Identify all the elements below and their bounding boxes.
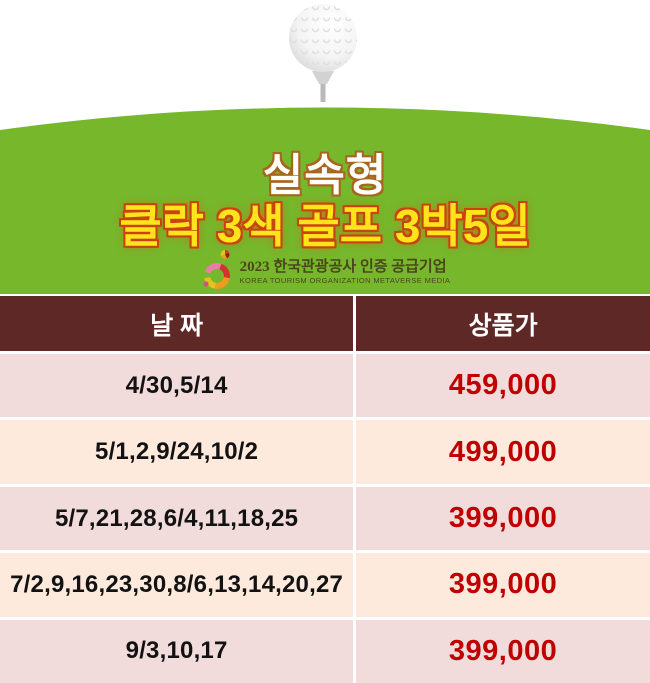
date-cell: 7/2,9,16,23,30,8/6,13,14,20,27 <box>0 553 357 617</box>
green-hill-background <box>0 107 650 294</box>
price-cell: 399,000 <box>448 634 558 667</box>
price-cell: 399,000 <box>448 502 558 535</box>
price-cell: 459,000 <box>448 369 558 402</box>
certification-line2: KOREA TOURISM ORGANIZATION METAVERSE MED… <box>239 275 451 285</box>
date-cell: 5/7,21,28,6/4,11,18,25 <box>0 486 357 551</box>
title-line1: 실속형 <box>262 151 388 200</box>
table-row: 7/2,9,16,23,30,8/6,13,14,20,27 399,000 <box>0 553 650 617</box>
date-cell: 9/3,10,17 <box>0 619 357 683</box>
header-price: 상품가 <box>468 311 538 340</box>
certification-banner: 2023 한국관광공사 인증 공급기업 KOREA TOURISM ORGANI… <box>0 249 650 293</box>
date-cell: 4/30,5/14 <box>0 354 357 418</box>
golf-ball-on-tee-icon <box>289 4 357 102</box>
title-line2: 클락 3색 골프 3박5일 <box>119 200 531 252</box>
table-row: 9/3,10,17 399,000 <box>0 619 650 683</box>
table-row: 4/30,5/14 459,000 <box>0 354 650 418</box>
price-table: 날 짜 상품가 4/30,5/14 459,000 5/1,2,9/24,10/… <box>0 296 650 683</box>
price-cell: 499,000 <box>448 435 558 468</box>
table-row: 5/7,21,28,6/4,11,18,25 399,000 <box>0 486 650 551</box>
table-header-row: 날 짜 상품가 <box>0 296 650 351</box>
table-row: 5/1,2,9/24,10/2 499,000 <box>0 420 650 484</box>
certification-text: 2023 한국관광공사 인증 공급기업 KOREA TOURISM ORGANI… <box>240 258 451 285</box>
price-cell: 399,000 <box>448 568 558 601</box>
korea-tourism-organization-logo-icon <box>203 250 230 289</box>
date-cell: 5/1,2,9/24,10/2 <box>0 420 357 484</box>
header-date: 날 짜 <box>0 296 357 351</box>
certification-line1: 2023 한국관광공사 인증 공급기업 <box>239 258 447 275</box>
